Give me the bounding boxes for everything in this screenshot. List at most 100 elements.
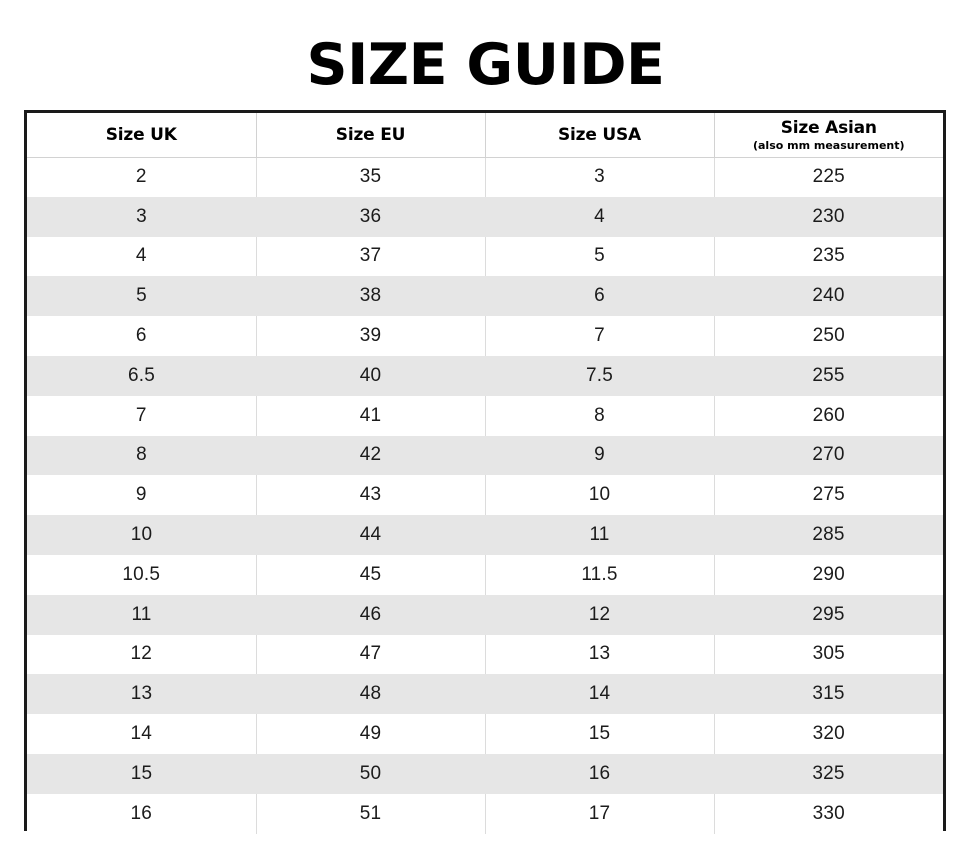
table-cell: 49 — [256, 714, 486, 754]
table-cell: 14 — [588, 683, 611, 705]
size-guide-table: Size UK Size EU Size USA Size Asian (als… — [27, 113, 943, 834]
table-cell: 4 — [594, 205, 605, 227]
table-row: 11 46 12 295 — [27, 594, 943, 635]
table-cell: 41 — [256, 395, 486, 436]
table-cell: 11 — [131, 603, 152, 625]
table-row: 8 42 9 270 — [27, 435, 943, 476]
table-cell: 255 — [812, 364, 845, 386]
table-cell: 3 — [485, 157, 715, 197]
table-cell: 12 — [27, 634, 257, 675]
table-cell: 10.5 — [27, 554, 257, 595]
table-cell: 15 — [130, 762, 153, 784]
column-header-label: Size UK — [105, 124, 177, 145]
table-cell: 36 — [359, 205, 382, 227]
table-cell: 16 — [27, 793, 257, 834]
table-cell: 12 — [588, 603, 611, 625]
table-cell: 9 — [27, 475, 257, 516]
table-cell: 250 — [812, 325, 845, 347]
table-cell: 305 — [812, 643, 845, 665]
table-cell: 48 — [359, 683, 382, 705]
table-cell: 44 — [359, 524, 382, 546]
table-cell: 270 — [812, 444, 845, 466]
table-row: 2 35 3 225 — [27, 157, 943, 197]
table-cell: 6 — [594, 285, 605, 307]
table-cell: 14 — [27, 714, 257, 754]
table-row: 13 48 14 315 — [27, 674, 943, 715]
table-cell: 5 — [485, 236, 715, 277]
table-header-row: Size UK Size EU Size USA Size Asian (als… — [27, 113, 943, 158]
table-cell: 9 — [594, 444, 605, 466]
table-cell: 7.5 — [585, 364, 613, 386]
table-row: 6.5 40 7.5 255 — [27, 355, 943, 396]
table-cell: 4 — [27, 236, 257, 277]
column-header-sublabel: (also mm measurement) — [752, 138, 905, 152]
size-guide-table-container: Size UK Size EU Size USA Size Asian (als… — [24, 110, 946, 834]
table-cell: 35 — [256, 157, 486, 197]
table-cell: 8 — [136, 444, 147, 466]
table-row: 12 47 13 305 — [27, 634, 943, 675]
table-row: 10.5 45 11.5 290 — [27, 554, 943, 595]
table-cell: 43 — [256, 475, 486, 516]
table-cell: 6.5 — [127, 364, 155, 386]
table-cell: 37 — [256, 236, 486, 277]
table-cell: 7 — [27, 395, 257, 436]
table-row: 14 49 15 320 — [27, 714, 943, 754]
table-cell: 16 — [588, 762, 611, 784]
column-header-size-uk: Size UK — [27, 113, 257, 158]
table-cell: 275 — [812, 484, 845, 506]
table-cell: 15 — [485, 714, 715, 754]
table-cell: 8 — [485, 395, 715, 436]
table-cell: 13 — [485, 634, 715, 675]
table-cell: 47 — [256, 634, 486, 675]
table-cell: 295 — [812, 603, 845, 625]
table-cell: 38 — [359, 285, 382, 307]
table-cell: 5 — [136, 285, 147, 307]
table-cell: 235 — [812, 245, 845, 267]
table-cell: 3 — [136, 205, 147, 227]
column-header-size-eu: Size EU — [256, 113, 486, 158]
table-row: 7 41 8 260 — [27, 395, 943, 436]
table-row: 16 51 17 330 — [27, 793, 943, 834]
table-cell: 40 — [359, 364, 382, 386]
table-cell: 7 — [485, 316, 715, 356]
table-row: 10 44 11 285 — [27, 515, 943, 555]
column-header-label: Size USA — [557, 124, 642, 145]
table-body: 2 35 3 225 3 36 4 230 4 37 5 235 5 38 6 240 6 39 7 250 6.5 40… — [27, 157, 943, 834]
table-cell: 45 — [256, 554, 486, 595]
column-header-size-usa: Size USA — [485, 113, 715, 158]
table-row: 5 38 6 240 — [27, 276, 943, 317]
table-cell: 6 — [27, 316, 257, 356]
table-cell: 230 — [812, 205, 845, 227]
table-cell: 320 — [812, 723, 845, 745]
column-header-size-asian: Size Asian (also mm measurement) — [714, 113, 943, 158]
table-cell: 51 — [256, 793, 486, 834]
column-header-label: Size Asian — [780, 117, 877, 138]
table-cell: 17 — [485, 793, 715, 834]
table-row: 3 36 4 230 — [27, 196, 943, 237]
table-cell: 330 — [812, 802, 845, 824]
table-cell: 39 — [256, 316, 486, 356]
table-cell: 11.5 — [485, 554, 715, 595]
table-cell: 290 — [812, 563, 845, 585]
table-cell: 46 — [359, 603, 382, 625]
table-cell: 325 — [812, 762, 845, 784]
table-cell: 260 — [812, 404, 845, 426]
table-cell: 50 — [359, 762, 382, 784]
table-cell: 2 — [27, 157, 257, 197]
table-cell: 10 — [485, 475, 715, 516]
column-header-label: Size EU — [335, 124, 406, 145]
table-cell: 11 — [589, 524, 610, 546]
table-cell: 10 — [130, 524, 153, 546]
table-row: 4 37 5 235 — [27, 236, 943, 277]
table-cell: 285 — [812, 524, 845, 546]
table-row: 15 50 16 325 — [27, 753, 943, 794]
table-row: 6 39 7 250 — [27, 316, 943, 356]
table-header: Size UK Size EU Size USA Size Asian (als… — [27, 113, 943, 158]
table-cell: 13 — [130, 683, 153, 705]
table-row: 9 43 10 275 — [27, 475, 943, 516]
table-cell: 225 — [812, 166, 845, 188]
page-title: SIZE GUIDE — [306, 32, 665, 98]
table-cell: 315 — [812, 683, 845, 705]
table-cell: 42 — [359, 444, 382, 466]
